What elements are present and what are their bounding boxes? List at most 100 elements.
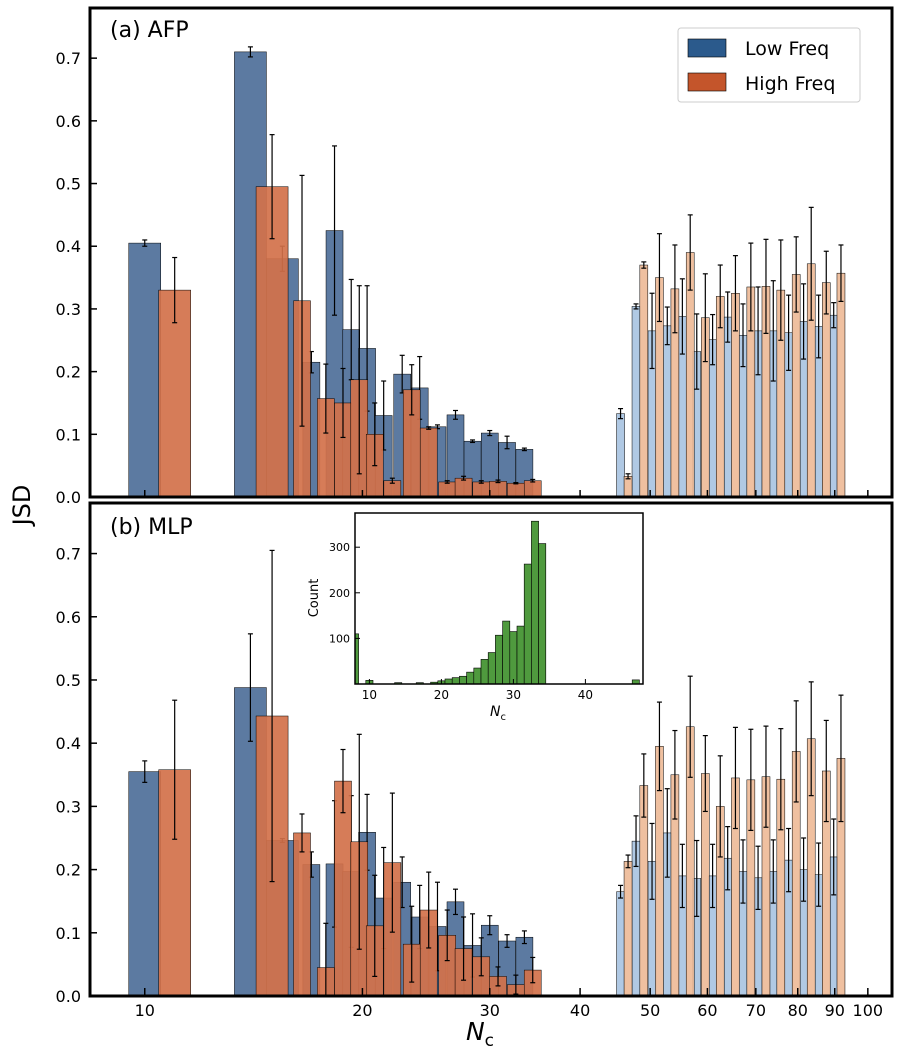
- inset-bar-15: [509, 631, 518, 685]
- afp-ytick-label-1: 0.1: [56, 425, 81, 444]
- inset-ytick-label-3: 300: [329, 541, 350, 554]
- xtick-label-7: 80: [788, 1001, 808, 1020]
- mlp-errorbar-high-freq-28: [808, 681, 814, 797]
- afp-errorbar-low-freq-27: [786, 294, 792, 371]
- afp-y-axis: 0.0 0.1 0.2 0.3 0.4 0.5 0.6 0.7: [56, 49, 97, 507]
- afp-errorbar-low-freq-17: [633, 303, 639, 310]
- mlp-errorbar-low-freq-15: [521, 930, 527, 945]
- afp-errorbar-high-freq-28: [808, 206, 814, 321]
- afp-ytick-label-4: 0.4: [56, 237, 81, 256]
- afp-bar-low-freq-19: [663, 325, 672, 498]
- afp-bar-low-freq-17: [631, 306, 641, 498]
- afp-errorbar-high-freq-3: [323, 363, 329, 434]
- afp-errorbar-low-freq-12: [470, 439, 476, 444]
- mlp-errorbar-high-freq-7: [389, 792, 395, 933]
- afp-errorbar-high-freq-1: [269, 134, 275, 240]
- afp-bar-high-freq-30: [836, 272, 846, 498]
- mlp-errorbar-low-freq-1: [247, 633, 253, 742]
- mlp-errorbar-low-freq-16: [618, 884, 624, 899]
- mlp-errorbar-low-freq-18: [649, 822, 655, 900]
- afp-bar-high-freq-13: [489, 481, 507, 498]
- mlp-errorbar-high-freq-11: [461, 916, 467, 981]
- afp-errorbar-high-freq-30: [838, 244, 844, 302]
- inset-histogram: 10 20 30 40 100 200 300 Count Nc: [307, 512, 644, 723]
- mlp-errorbar-high-freq-26: [778, 728, 784, 831]
- mlp-errorbar-high-freq-6: [372, 874, 378, 978]
- inset-bar-11: [480, 659, 489, 685]
- afp-errorbar-high-freq-25: [763, 238, 769, 334]
- mlp-errorbar-low-freq-19: [664, 788, 670, 878]
- afp-errorbar-high-freq-12: [478, 480, 484, 484]
- inset-ylabel: Count: [307, 579, 322, 618]
- inset-xtick-label-0: 10: [362, 688, 377, 702]
- xtick-label-2: 30: [480, 1001, 500, 1020]
- y-axis-label: JSD: [8, 485, 36, 528]
- afp-errorbar-low-freq-15: [521, 447, 527, 452]
- mlp-errorbar-low-freq-22: [710, 843, 716, 909]
- afp-bar-high-freq-12: [472, 481, 491, 498]
- afp-errorbar-high-freq-5: [356, 285, 362, 475]
- legend: Low Freq High Freq: [677, 27, 861, 103]
- afp-errorbar-high-freq-8: [409, 364, 415, 416]
- mlp-errorbar-high-freq-1: [269, 549, 275, 883]
- afp-errorbar-high-freq-10: [444, 480, 450, 484]
- inset-bar-17: [523, 563, 532, 685]
- afp-bar-high-freq-14: [507, 482, 525, 498]
- x-axis: 10 20 30 40 50 60 70 80 90 100: [135, 490, 884, 1020]
- mlp-errorbar-low-freq-29: [816, 842, 822, 907]
- afp-errorbar-high-freq-7: [389, 477, 395, 484]
- inset-bar-10: [473, 667, 482, 685]
- afp-bar-high-freq-9: [419, 427, 438, 498]
- mlp-y-axis: 0.0 0.1 0.2 0.3 0.4 0.5 0.6 0.7: [56, 545, 97, 1006]
- afp-errorbar-low-freq-20: [679, 278, 685, 355]
- afp-errorbar-high-freq-19: [672, 244, 678, 334]
- mlp-errorbar-high-freq-16: [625, 854, 631, 869]
- mlp-errorbar-high-freq-20: [687, 675, 693, 778]
- afp-ytick-label-7: 0.7: [56, 49, 81, 68]
- afp-errorbar-high-freq-26: [778, 239, 784, 341]
- mlp-bar-high-freq-2: [293, 832, 311, 997]
- xtick-label-9: 100: [853, 1001, 884, 1020]
- legend-label-high-freq: High Freq: [745, 73, 835, 95]
- mlp-errorbar-low-freq-17: [633, 815, 639, 868]
- mlp-errorbar-low-freq-21: [694, 839, 700, 917]
- mlp-ytick-label-2: 0.2: [56, 861, 81, 880]
- afp-errorbar-low-freq-30: [831, 302, 837, 329]
- panel-afp: 0.0 0.1 0.2 0.3 0.4 0.5 0.6 0.7 (a) AFP Low Fre…: [56, 6, 894, 507]
- mlp-errorbar-high-freq-13: [495, 966, 501, 987]
- mlp-errorbar-high-freq-23: [732, 726, 738, 830]
- mlp-errorbar-high-freq-0: [172, 699, 178, 840]
- afp-errorbar-high-freq-27: [793, 236, 799, 313]
- mlp-errorbar-low-freq-11: [452, 888, 458, 916]
- mlp-errorbar-high-freq-25: [763, 725, 769, 828]
- mlp-ytick-label-7: 0.7: [56, 545, 81, 564]
- inset-bar-16: [516, 625, 525, 685]
- mlp-errorbar-low-freq-14: [504, 934, 510, 948]
- mlp-bars: [128, 549, 846, 997]
- mlp-errorbar-high-freq-12: [478, 937, 484, 977]
- xtick-label-1: 20: [352, 1001, 372, 1020]
- mlp-errorbar-low-freq-26: [770, 839, 776, 904]
- afp-errorbar-low-freq-29: [816, 294, 822, 359]
- afp-errorbar-high-freq-16: [625, 473, 631, 480]
- afp-bar-high-freq-11: [454, 477, 473, 498]
- afp-errorbar-low-freq-13: [487, 429, 493, 437]
- afp-errorbar-high-freq-14: [513, 481, 519, 485]
- afp-bar-low-freq-23: [723, 316, 732, 498]
- mlp-errorbar-low-freq-25: [755, 845, 761, 911]
- xtick-label-0: 10: [135, 1001, 155, 1020]
- mlp-errorbar-high-freq-2: [299, 813, 305, 853]
- inset-ytick-label-1: 100: [329, 632, 350, 645]
- mlp-errorbar-high-freq-17: [641, 753, 647, 818]
- x-axis-label: Nc: [466, 1017, 494, 1051]
- inset-bar-18: [531, 520, 539, 685]
- afp-errorbar-high-freq-29: [823, 250, 829, 315]
- inset-bar-6: [444, 678, 453, 685]
- inset-bar-12: [487, 652, 496, 685]
- afp-bar-high-freq-0: [158, 289, 191, 498]
- inset-bar-19: [538, 543, 547, 685]
- inset-xtick-label-1: 20: [434, 688, 449, 702]
- mlp-ytick-label-3: 0.3: [56, 797, 81, 816]
- afp-errorbar-low-freq-28: [801, 283, 807, 360]
- afp-ytick-label-2: 0.2: [56, 363, 81, 382]
